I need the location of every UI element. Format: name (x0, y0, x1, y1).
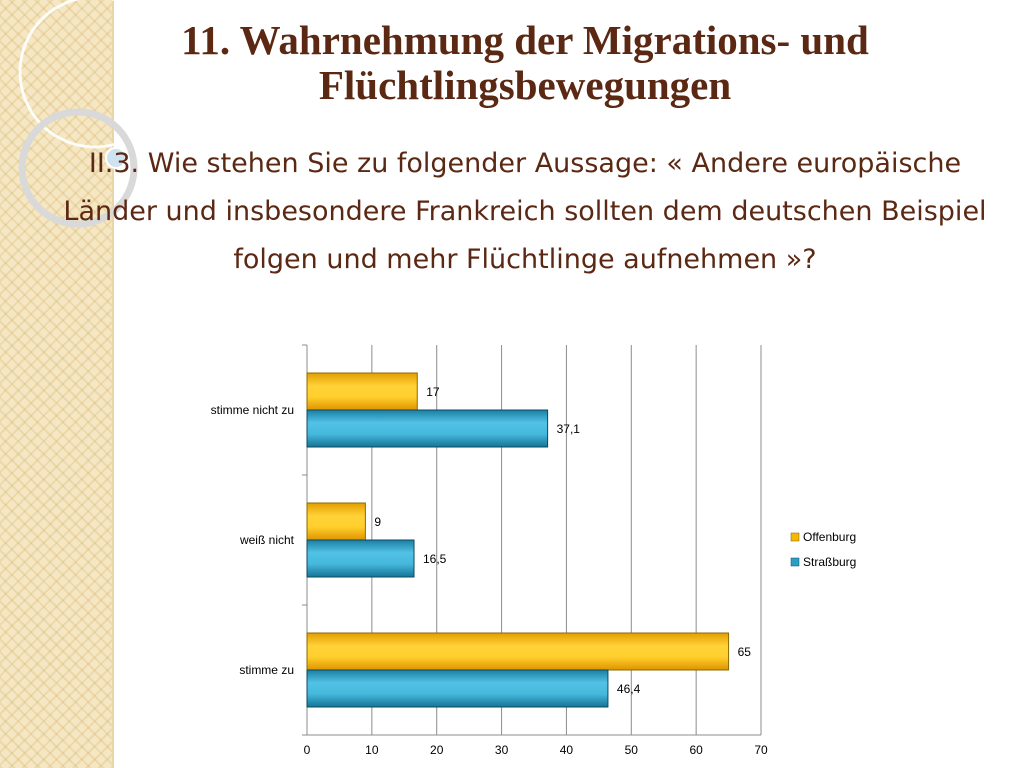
x-tick-label: 40 (560, 743, 574, 757)
decorative-stripe (0, 0, 113, 768)
bar-strassburg (306, 409, 549, 448)
data-label: 46,4 (617, 682, 641, 696)
slide-question: II.3. Wie stehen Sie zu folgender Aussag… (63, 148, 987, 275)
legend: Offenburg Straßburg (790, 530, 856, 569)
data-label: 37,1 (557, 422, 581, 436)
slide-title: 11. Wahrnehmung der Migrations- und Flüc… (181, 17, 869, 108)
bars (306, 372, 730, 708)
legend-label-strassburg: Straßburg (803, 555, 856, 569)
data-label: 9 (374, 515, 381, 529)
x-tick-label: 60 (689, 743, 703, 757)
deco-dot (105, 147, 127, 169)
bar-offenburg (306, 632, 730, 671)
stripe-edge (112, 0, 114, 768)
category-label: weiß nicht (239, 533, 295, 547)
x-tick-label: 30 (495, 743, 509, 757)
data-label: 16,5 (423, 552, 447, 566)
category-label: stimme nicht zu (211, 403, 294, 417)
x-tick-label: 20 (430, 743, 444, 757)
data-label: 17 (426, 385, 440, 399)
x-tick-label: 70 (754, 743, 768, 757)
bar-strassburg (306, 669, 609, 708)
tick-labels: 0 10 20 30 40 50 60 70 stimme nicht zu weiß nicht… (211, 403, 768, 757)
x-tick-label: 0 (304, 743, 311, 757)
legend-label-offenburg: Offenburg (803, 530, 856, 544)
legend-swatch-offenburg (790, 532, 800, 542)
bar-strassburg (306, 539, 415, 578)
data-label: 65 (738, 645, 752, 659)
data-labels: 17 37,1 9 16,5 65 46,4 (374, 385, 751, 696)
bar-offenburg (306, 372, 418, 411)
deco-ring-small (18, 108, 138, 228)
bar-offenburg (306, 502, 366, 541)
category-label: stimme zu (239, 663, 294, 677)
deco-ring-large (18, 0, 172, 149)
x-tick-label: 10 (365, 743, 379, 757)
x-tick-label: 50 (625, 743, 639, 757)
legend-swatch-strassburg (790, 557, 800, 567)
